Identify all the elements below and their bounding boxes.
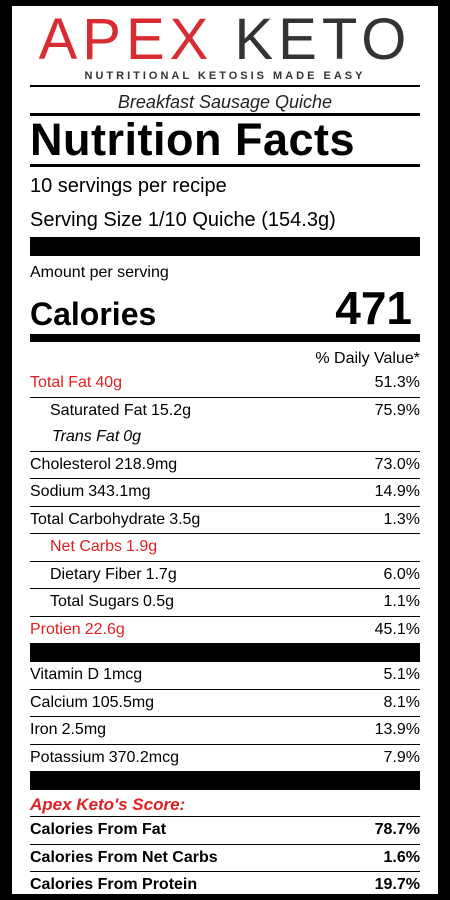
vitamin-row-potassium: Potassium 370.2mcg 7.9% xyxy=(30,745,420,772)
score-value: 1.6% xyxy=(383,848,420,866)
nutrient-dv: 6.0% xyxy=(383,565,420,583)
score-row-net-carbs: Calories From Net Carbs 1.6% xyxy=(30,845,420,872)
score-label: Calories From Fat xyxy=(30,821,167,839)
nutrient-row-trans-fat: Trans Fat 0g xyxy=(30,424,420,452)
label-title: Nutrition Facts xyxy=(30,114,356,165)
vitamin-dv: 7.9% xyxy=(383,748,420,766)
nutrient-amount: 0g xyxy=(123,428,142,446)
nutrient-amount: 40g xyxy=(95,374,123,392)
nutrient-name: Total Sugars xyxy=(50,593,139,611)
nutrient-row-net-carbs: Net Carbs 1.9g xyxy=(30,534,420,562)
nutrient-row-protein: Protien 22.6g 45.1% xyxy=(30,617,420,644)
recipe-name: Breakfast Sausage Quiche xyxy=(117,92,333,112)
vitamin-name: Vitamin D xyxy=(30,666,100,684)
nutrient-dv: 1.1% xyxy=(383,593,420,611)
divider xyxy=(30,164,420,167)
vitamin-name: Iron xyxy=(30,721,58,739)
nutrient-name: Saturated Fat xyxy=(50,401,147,419)
brand-word-keto: KETO xyxy=(234,7,412,72)
vitamin-row-iron: Iron 2.5mg 13.9% xyxy=(30,717,420,745)
calories-value: 471 xyxy=(335,282,412,334)
brand-tagline: NUTRITIONAL KETOSIS MADE EASY xyxy=(84,70,366,82)
vitamin-dv: 13.9% xyxy=(374,721,420,739)
nutrient-name: Trans Fat xyxy=(52,428,120,446)
brand-word-apex: APEX xyxy=(38,7,214,72)
score-row-fat: Calories From Fat 78.7% xyxy=(30,816,420,845)
nutrient-dv: 1.3% xyxy=(383,510,420,528)
nutrition-label: APEX KETO NUTRITIONAL KETOSIS MADE EASY … xyxy=(12,6,438,894)
divider xyxy=(30,85,420,87)
serving-size: Serving Size 1/10 Quiche (154.3g) xyxy=(30,209,336,231)
nutrient-amount: 1.7g xyxy=(145,565,177,583)
nutrient-name: Cholesterol xyxy=(30,455,111,473)
nutrient-name: Net Carbs xyxy=(50,538,123,556)
nutrient-name: Protien xyxy=(30,620,81,638)
nutrient-amount: 15.2g xyxy=(150,401,191,419)
vitamin-amount: 1mcg xyxy=(103,666,143,684)
nutrient-dv: 51.3% xyxy=(374,374,420,392)
score-value: 19.7% xyxy=(374,876,420,894)
nutrient-row-total-fat: Total Fat 40g 51.3% xyxy=(30,370,420,398)
nutrient-row-cholesterol: Cholesterol 218.9mg 73.0% xyxy=(30,452,420,479)
score-row-protein: Calories From Protein 19.7% xyxy=(30,872,420,899)
nutrient-row-total-carbohydrate: Total Carbohydrate 3.5g 1.3% xyxy=(30,507,420,534)
vitamin-dv: 5.1% xyxy=(383,666,420,684)
thick-divider xyxy=(30,643,420,662)
vitamin-row-vitamin-d: Vitamin D 1mcg 5.1% xyxy=(30,662,420,690)
nutrient-dv: 75.9% xyxy=(374,401,420,419)
nutrient-row-sodium: Sodium 343.1mg 14.9% xyxy=(30,479,420,507)
nutrient-dv: 45.1% xyxy=(374,620,420,638)
calories-row: Calories 471 xyxy=(30,284,420,332)
thick-divider xyxy=(30,771,420,790)
vitamin-name: Calcium xyxy=(30,693,88,711)
nutrient-dv: 73.0% xyxy=(374,455,420,473)
thick-divider xyxy=(30,334,420,342)
nutrient-amount: 22.6g xyxy=(84,620,125,638)
amount-per-serving: Amount per serving xyxy=(30,264,169,281)
nutrient-name: Dietary Fiber xyxy=(50,565,142,583)
score-title: Apex Keto's Score: xyxy=(30,795,186,814)
calories-label: Calories xyxy=(30,296,157,332)
divider xyxy=(30,113,420,116)
vitamin-row-calcium: Calcium 105.5mg 8.1% xyxy=(30,690,420,717)
vitamin-dv: 8.1% xyxy=(383,693,420,711)
servings-per-recipe: 10 servings per recipe xyxy=(30,175,227,197)
nutrient-amount: 218.9mg xyxy=(114,455,178,473)
daily-value-header: % Daily Value* xyxy=(315,350,420,367)
nutrient-row-dietary-fiber: Dietary Fiber 1.7g 6.0% xyxy=(30,562,420,589)
brand-logo: APEX KETO xyxy=(30,11,420,69)
nutrient-row-total-sugars: Total Sugars 0.5g 1.1% xyxy=(30,589,420,617)
vitamin-amount: 2.5mg xyxy=(61,721,107,739)
vitamin-amount: 370.2mcg xyxy=(108,748,179,766)
nutrient-name: Sodium xyxy=(30,483,85,501)
vitamin-name: Potassium xyxy=(30,748,105,766)
nutrient-amount: 0.5g xyxy=(142,593,175,611)
nutrient-amount: 1.9g xyxy=(126,538,158,556)
thick-divider xyxy=(30,237,420,256)
nutrient-amount: 343.1mg xyxy=(88,483,151,501)
score-value: 78.7% xyxy=(374,821,420,839)
score-label: Calories From Net Carbs xyxy=(30,848,218,866)
vitamin-amount: 105.5mg xyxy=(91,693,155,711)
nutrient-name: Total Fat xyxy=(30,374,92,392)
nutrient-name: Total Carbohydrate xyxy=(30,510,166,528)
nutrient-amount: 3.5g xyxy=(169,510,201,528)
score-label: Calories From Protein xyxy=(30,876,198,894)
nutrient-row-saturated-fat: Saturated Fat 15.2g 75.9% xyxy=(30,398,420,425)
nutrient-dv: 14.9% xyxy=(374,483,420,501)
